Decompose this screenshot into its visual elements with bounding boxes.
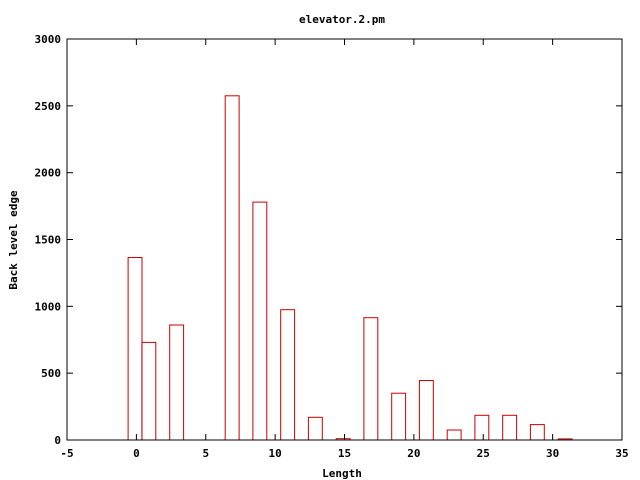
- y-axis: 0 500 1000 1500 2000 2500 3000: [35, 33, 622, 447]
- x-tick-label: 15: [338, 447, 351, 460]
- bar: [224, 95, 240, 441]
- y-tick-label: 2500: [35, 100, 62, 113]
- bar: [474, 414, 490, 441]
- bar: [280, 309, 296, 441]
- chart-title: elevator.2.pm: [299, 13, 385, 26]
- y-tick-label: 1000: [35, 300, 62, 313]
- y-axis-label: Back level edge: [7, 190, 20, 290]
- y-tick-label: 0: [54, 434, 61, 447]
- bar: [502, 414, 518, 441]
- y-tick-label: 500: [41, 367, 61, 380]
- y-tick-label: 1500: [35, 234, 62, 247]
- bar: [127, 257, 143, 441]
- x-tick-label: 0: [133, 447, 140, 460]
- x-tick-label: 20: [407, 447, 420, 460]
- bar: [529, 424, 545, 441]
- bar: [141, 341, 157, 441]
- bar: [169, 324, 185, 441]
- bar: [363, 317, 379, 441]
- bar: [391, 392, 407, 441]
- x-tick-label: 5: [202, 447, 209, 460]
- x-tick-label: 35: [615, 447, 628, 460]
- x-tick-label: 10: [269, 447, 282, 460]
- bars-group: [127, 95, 573, 441]
- bar: [252, 201, 268, 441]
- plot-frame: [66, 38, 623, 441]
- x-tick-label: 30: [546, 447, 559, 460]
- x-axis: -5 0 5 10 15 20 25 30 35: [60, 39, 629, 460]
- bar: [418, 380, 434, 441]
- y-tick-label: 2000: [35, 167, 62, 180]
- bar: [307, 416, 323, 441]
- y-tick-label: 3000: [35, 33, 62, 46]
- x-axis-label: Length: [322, 467, 362, 480]
- bar: [446, 429, 462, 441]
- x-tick-label: -5: [60, 447, 73, 460]
- x-tick-label: 25: [477, 447, 490, 460]
